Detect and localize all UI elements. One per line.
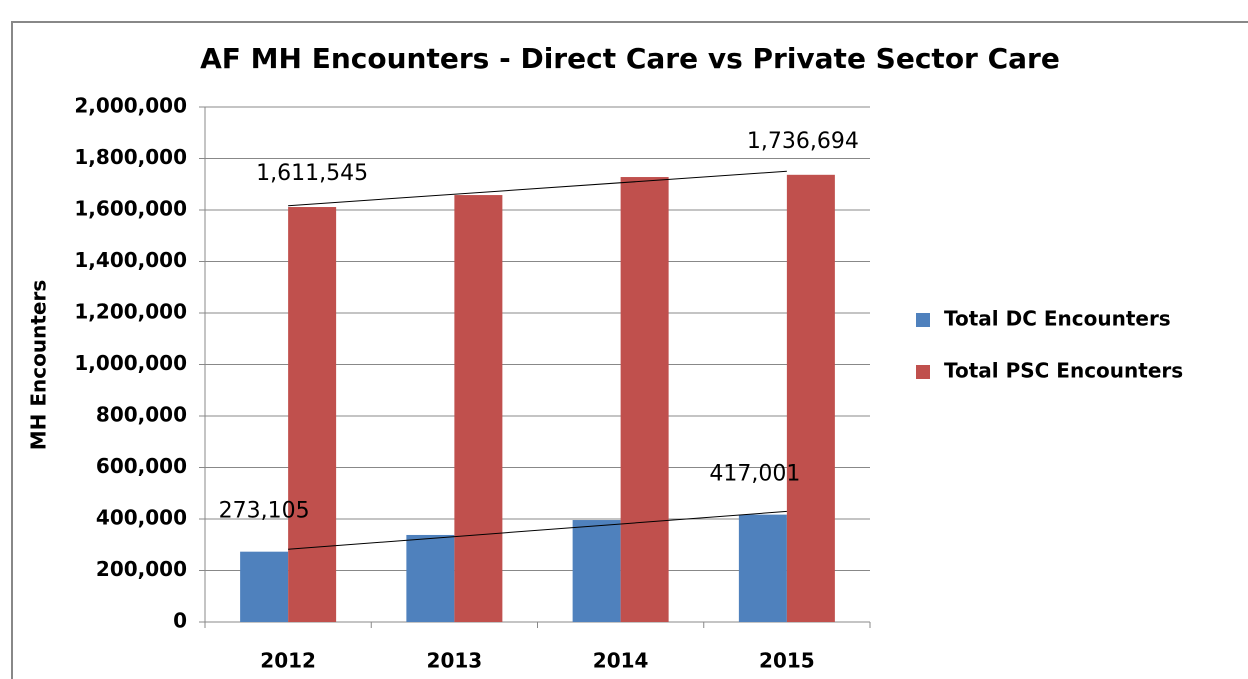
data-label: 273,105: [219, 499, 310, 524]
trendline: [288, 170, 787, 207]
x-tick-label: 2012: [260, 649, 316, 673]
legend-swatch: [916, 313, 930, 327]
y-tick-label: 600,000: [96, 454, 187, 478]
x-tick-label: 2013: [427, 649, 483, 673]
y-tick-label: 1,600,000: [74, 197, 187, 221]
bar: [786, 174, 835, 622]
bar: [738, 514, 787, 622]
y-tick-label: 0: [173, 609, 187, 633]
legend-label: Total PSC Encounters: [944, 359, 1183, 383]
y-tick-label: 1,800,000: [74, 145, 187, 169]
bar: [454, 195, 503, 622]
bar: [288, 207, 337, 622]
data-label: 1,736,694: [747, 129, 859, 154]
y-tick-label: 1,000,000: [74, 351, 187, 375]
trendline: [288, 510, 787, 550]
y-tick-label: 400,000: [96, 506, 187, 530]
y-tick-label: 800,000: [96, 403, 187, 427]
bar: [406, 534, 455, 622]
bar: [572, 520, 621, 622]
legend-label: Total DC Encounters: [944, 307, 1171, 331]
y-tick-label: 1,400,000: [74, 248, 187, 272]
x-tick-label: 2015: [759, 649, 815, 673]
chart-title: AF MH Encounters - Direct Care vs Privat…: [200, 42, 1060, 75]
y-axis-label: MH Encounters: [27, 280, 51, 450]
bar: [620, 177, 669, 623]
bar: [240, 551, 289, 622]
y-tick-label: 1,200,000: [74, 300, 187, 324]
y-tick-label: 2,000,000: [74, 94, 187, 118]
legend-swatch: [916, 365, 930, 379]
data-label: 1,611,545: [256, 161, 368, 186]
x-tick-label: 2014: [593, 649, 649, 673]
y-tick-label: 200,000: [96, 557, 187, 581]
data-label: 417,001: [709, 462, 800, 487]
